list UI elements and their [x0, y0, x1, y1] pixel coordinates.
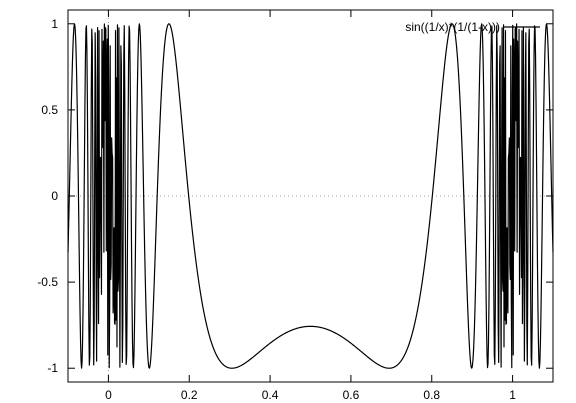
- x-tick-label: 0.4: [262, 388, 279, 402]
- x-tick-label: 0.8: [423, 388, 440, 402]
- legend-label: sin((1/x)*(1/(1-x))): [405, 20, 500, 34]
- plot-frame: [67, 9, 554, 383]
- x-tick-label: 0.2: [181, 388, 198, 402]
- x-tick-label: 0.6: [343, 388, 360, 402]
- series-line: [67, 23, 554, 369]
- y-tick-label: 1: [51, 17, 58, 31]
- y-tick-label: 0: [51, 189, 58, 203]
- y-tick-label: 0.5: [41, 103, 58, 117]
- y-tick-label: -1: [47, 361, 58, 375]
- legend: sin((1/x)*(1/(1-x))): [405, 20, 540, 34]
- y-tick-label: -0.5: [37, 275, 58, 289]
- x-tick-label: 1: [509, 388, 516, 402]
- x-tick-label: 0: [105, 388, 112, 402]
